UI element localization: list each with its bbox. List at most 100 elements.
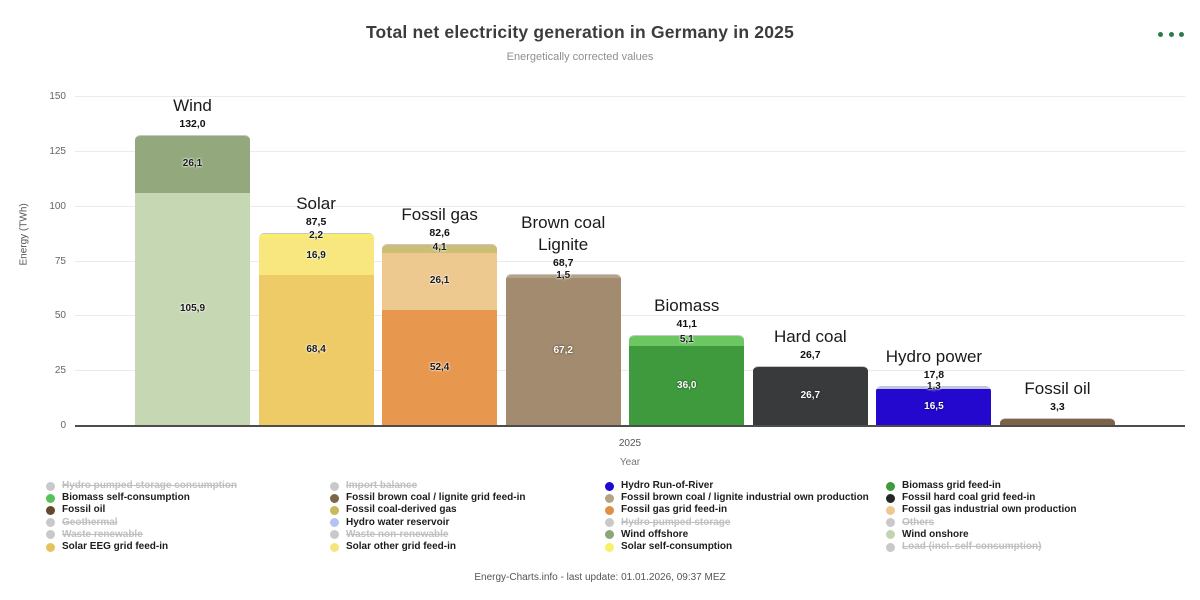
y-tick-label-100: 100 (49, 200, 66, 212)
menu-dot (1179, 31, 1184, 37)
y-tick-label-150: 150 (49, 91, 66, 102)
bar-segment-hydro-run-of-river[interactable] (876, 388, 992, 425)
legend-column-2: Import balance Fossil brown coal / lignit… (330, 480, 525, 553)
bar-segment-fossil-hard-coal-grid-feed-in[interactable] (752, 367, 868, 425)
legend-item-hydro-water-reservoir[interactable]: Hydro water reservoir (330, 517, 525, 529)
bar-segment-fossil-gas-grid-feed-in[interactable] (382, 310, 498, 425)
legend-color-dot (46, 542, 55, 552)
bar-segment-wind-offshore[interactable] (135, 136, 250, 193)
legend-item-solar-self-consumption[interactable]: Solar self-consumption (605, 541, 869, 553)
bar-total-label: 87,5 (305, 216, 327, 229)
bar-solar[interactable]: 68,4 16,9 2,2 87,5 Solar (258, 194, 374, 425)
legend-color-dot (330, 530, 339, 540)
bar-segment-fossil-brown-coal-lignite-grid-feed-in[interactable] (505, 277, 621, 425)
bar-category-label: Biomass (654, 295, 720, 315)
bar-hard-coal[interactable]: 26,7 26,7 Hard coal (752, 327, 868, 425)
bar-stack (382, 243, 498, 425)
legend-color-dot (46, 530, 55, 540)
bar-segment-solar-self-consumption[interactable] (258, 234, 374, 238)
bar-total-label: 68,7 (552, 257, 574, 270)
bar-segment-biomass-self-consumption[interactable] (629, 335, 745, 347)
legend-item-biomass-self-consumption[interactable]: Biomass self-consumption (46, 492, 237, 504)
bar-segment-fossil-oil[interactable] (999, 418, 1115, 425)
bar-category-label: Hydro power (885, 346, 983, 366)
legend-item-waste-non-renewable[interactable]: Waste non-renewable (330, 529, 525, 541)
legend-item-label: Solar self-consumption (621, 541, 733, 553)
legend-color-dot (886, 493, 895, 503)
bar-segment-fossil-brown-coal-lignite-industrial-own-production[interactable] (505, 275, 621, 278)
legend-item-label: Hydro pumped storage (621, 516, 731, 528)
bar-segment-fossil-gas-industrial-own-production[interactable] (382, 252, 498, 311)
legend-item-label: Wind offshore (621, 528, 689, 540)
legend-item-import-balance[interactable]: Import balance (330, 480, 525, 492)
legend-item-label: Wind onshore (902, 528, 969, 540)
legend-item-waste-renewable[interactable]: Waste renewable (46, 529, 237, 541)
legend-item-solar-eeg-grid-feed-in[interactable]: Solar EEG grid feed-in (46, 541, 237, 553)
legend-color-dot (886, 530, 895, 540)
x-axis-tick-label: 2025 (618, 438, 642, 449)
legend-item-label: Waste non-renewable (346, 528, 449, 540)
legend-item-fossil-coal-derived-gas[interactable]: Fossil coal-derived gas (330, 504, 525, 516)
bar-segment-hydro-water-reservoir[interactable] (876, 386, 992, 389)
legend-item-label: Fossil coal-derived gas (346, 504, 457, 516)
legend-item-wind-onshore[interactable]: Wind onshore (886, 529, 1076, 541)
gridline (75, 260, 1185, 262)
legend-item-label: Biomass grid feed-in (902, 480, 1001, 492)
legend-color-dot (886, 505, 895, 515)
y-tick-label-0: 0 (60, 420, 66, 431)
gridline (75, 205, 1185, 207)
page-title: Total net electricity generation in Germ… (365, 22, 795, 42)
bar-stack (629, 334, 745, 425)
menu-ellipsis-icon[interactable] (1158, 27, 1184, 41)
menu-dot (1168, 31, 1174, 37)
legend-color-dot (605, 481, 614, 491)
legend-item-label: Geothermal (62, 516, 118, 528)
x-axis-line (75, 425, 1185, 427)
bar-segment-solar-eeg-grid-feed-in[interactable] (258, 274, 374, 425)
legend-item-fossil-brown-coal-lignite-grid-feed-in[interactable]: Fossil brown coal / lignite grid feed-in (330, 492, 525, 504)
bar-stack (752, 366, 868, 425)
legend-color-dot (886, 542, 895, 552)
legend-item-hydro-run-of-river[interactable]: Hydro Run-of-River (605, 480, 869, 492)
y-tick-label-75: 75 (54, 255, 66, 267)
legend-item-label: Solar other grid feed-in (346, 541, 457, 553)
legend-item-geothermal[interactable]: Geothermal (46, 517, 237, 529)
legend-color-dot (605, 530, 614, 540)
bar-segment-biomass-grid-feed-in[interactable] (629, 346, 745, 425)
bar-biomass[interactable]: 36,0 5,1 41,1 Biomass (629, 296, 745, 425)
footer-attribution: Energy-Charts.info - last update: 01.01.… (474, 572, 726, 583)
bar-fossil-gas[interactable]: 52,4 26,1 4,1 82,6 Fossil gas (382, 205, 498, 425)
legend-item-label: Others (902, 516, 935, 528)
legend-color-dot (330, 518, 339, 528)
bar-category-label: Solar (296, 194, 336, 214)
legend-color-dot (330, 542, 339, 552)
legend-item-fossil-oil[interactable]: Fossil oil (46, 504, 237, 516)
legend-item-fossil-hard-coal-grid-feed-in[interactable]: Fossil hard coal grid feed-in (886, 492, 1076, 504)
legend-item-label: Hydro pumped storage consumption (62, 480, 238, 492)
legend-item-fossil-brown-coal-lignite-industrial-own-production[interactable]: Fossil brown coal / lignite industrial o… (605, 492, 869, 504)
legend-item-others[interactable]: Others (886, 517, 1076, 529)
legend-column-3: Hydro Run-of-River Fossil brown coal / li… (605, 480, 869, 553)
bar-fossil-oil[interactable]: 3,3 Fossil oil (999, 379, 1115, 425)
legend-column-1: Hydro pumped storage consumption Biomass … (46, 480, 237, 553)
bar-total-label: 3,3 (1050, 400, 1065, 413)
legend-item-label: Fossil gas grid feed-in (621, 504, 728, 516)
legend-item-wind-offshore[interactable]: Wind offshore (605, 529, 869, 541)
bar-category-label: Fossil gas (401, 204, 478, 224)
bar-category-label: Wind (173, 96, 212, 116)
legend-color-dot (605, 493, 614, 503)
legend-item-hydro-pumped-storage-consumption[interactable]: Hydro pumped storage consumption (46, 480, 237, 492)
legend-item-label: Waste renewable (62, 528, 143, 540)
bar-wind[interactable]: 105,9 26,1 132,0 Wind (135, 96, 250, 425)
legend-item-load-incl-self-consumption[interactable]: Load (incl. self-consumption) (886, 541, 1076, 553)
legend-item-solar-other-grid-feed-in[interactable]: Solar other grid feed-in (330, 541, 525, 553)
bar-segment-solar-other-grid-feed-in[interactable] (258, 237, 374, 275)
legend-item-fossil-gas-grid-feed-in[interactable]: Fossil gas grid feed-in (605, 504, 869, 516)
legend-item-label: Import balance (346, 480, 418, 492)
legend-item-hydro-pumped-storage[interactable]: Hydro pumped storage (605, 517, 869, 529)
legend-item-biomass-grid-feed-in[interactable]: Biomass grid feed-in (886, 480, 1076, 492)
legend-item-fossil-gas-industrial-own-production[interactable]: Fossil gas industrial own production (886, 504, 1076, 516)
bar-segment-wind-onshore[interactable] (135, 192, 250, 425)
legend-color-dot (46, 481, 55, 491)
bar-segment-fossil-coal-derived-gas[interactable] (382, 244, 498, 253)
